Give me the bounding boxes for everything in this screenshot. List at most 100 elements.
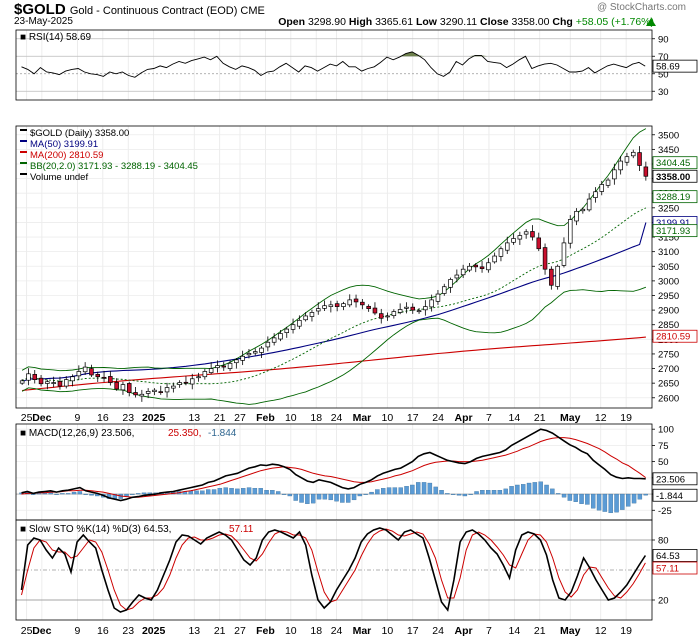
contract-name: Gold - Continuous Contract (EOD) CME [69,5,265,17]
candle-body [643,166,649,177]
close-label: Close [480,16,509,28]
high-value: 3365.61 [375,16,414,28]
macd-histogram-bar [520,484,526,495]
price-tick-label: 2900 [658,306,679,317]
candle-body [101,376,107,379]
candle-body [57,381,63,387]
candle-body [82,366,88,373]
candle-body [189,378,195,385]
candle-body [183,381,189,384]
candle-body [624,156,630,163]
candle-body [278,333,283,340]
macd-histogram-bar [421,482,427,495]
price-tick-label: 3050 [658,262,679,273]
price-date-label: Mar [353,412,372,424]
macd-histogram-bar [398,487,403,495]
macd-histogram-bar [60,493,65,495]
macd-histogram-bar [54,493,59,495]
candle-body [108,376,113,383]
price-tick-label: 2950 [658,291,679,302]
candle-body [95,374,101,378]
sto-tick-label: 20 [658,596,669,607]
macd-histogram-bar [515,484,520,495]
candle-body [309,312,315,317]
price-date-label: 13 [188,412,200,424]
macd-histogram-bar [345,493,351,503]
price-tick-label: 3250 [658,203,679,214]
bottom-date-label: 10 [285,625,297,637]
price-date-label: 16 [97,412,109,424]
price-axis-tag-box [652,224,698,238]
candle-body [284,328,290,333]
bottom-date-label: 13 [188,625,200,637]
price-tick-label: 3500 [658,130,679,141]
macd-histogram-bar [281,493,287,495]
macd-histogram-bar [509,486,514,495]
sto-tick-label: 80 [658,536,669,547]
price-legend-swatch [20,162,27,164]
candle-body [567,219,573,244]
candle-body [26,373,31,381]
macd-legend-hist: -1.844 [208,428,237,439]
rsi-legend: ■ RSI(14) 58.69 [20,32,92,43]
price-legend-swatch [20,173,27,175]
candle-body [460,268,466,276]
macd-histogram-bar [497,490,503,495]
sto-d-tag: 57.11 [656,564,679,575]
candle-body [240,355,245,361]
macd-histogram-bar [369,491,374,495]
macd-legend-main: ■ MACD(12,26,9) 23.506, [20,428,134,439]
price-date-label: Apr [455,412,473,424]
macd-histogram-bar [310,493,316,504]
price-date-label: 27 [234,412,246,424]
bottom-date-label: May [560,625,581,637]
macd-histogram-bar [141,492,147,495]
candle-body [441,286,447,294]
macd-histogram-bar [550,488,555,495]
rsi-line [21,51,646,78]
price-tick-label: 3000 [658,276,679,287]
macd-histogram-bar [386,487,392,495]
candle-body [177,382,182,385]
candle-body [637,152,642,166]
candle-body [530,231,535,238]
macd-histogram-bar [602,493,608,512]
macd-histogram-bar [246,487,252,495]
price-tick-label: 3450 [658,145,679,156]
price-date-label: Feb [256,412,275,424]
price-tick-label: 2750 [658,349,679,360]
bottom-date-label: Dec [32,625,51,637]
macd-histogram-bar [538,481,543,495]
candle-body [19,380,25,384]
bottom-date-label: Mar [353,625,372,637]
macd-histogram-bar [485,490,491,495]
low-label: Low [415,16,437,28]
candle-body [303,315,308,321]
candle-body [536,237,542,250]
price-date-label: 24 [331,412,343,424]
price-date-label: 21 [534,412,546,424]
candle-body [586,198,592,211]
macd-histogram-bar [240,488,246,495]
bottom-date-label: 12 [595,625,607,637]
candle-body [290,324,296,330]
price-axis-tag: 3288.19 [656,192,690,203]
chg-label: Chg [552,16,573,28]
candle-body [504,242,510,251]
price-date-label: 14 [509,412,521,424]
candle-body [265,341,271,348]
macd-tick-label: 50 [658,457,669,468]
macd-histogram-bar [415,482,421,495]
price-legend-item: BB(20,2.0) 3171.93 - 3288.19 - 3404.45 [30,161,198,172]
price-axis-tag: 3404.45 [656,158,690,169]
macd-histogram-bar [205,489,211,495]
macd-histogram-bar [316,493,322,500]
price-panel-frame [15,125,653,409]
candle-body [618,160,623,171]
macd-histogram-bar [620,493,625,510]
candle-body [145,390,151,394]
candle-body [234,359,239,364]
price-date-label: May [560,412,581,424]
bottom-date-label: 14 [509,625,521,637]
candle-body [45,381,50,384]
